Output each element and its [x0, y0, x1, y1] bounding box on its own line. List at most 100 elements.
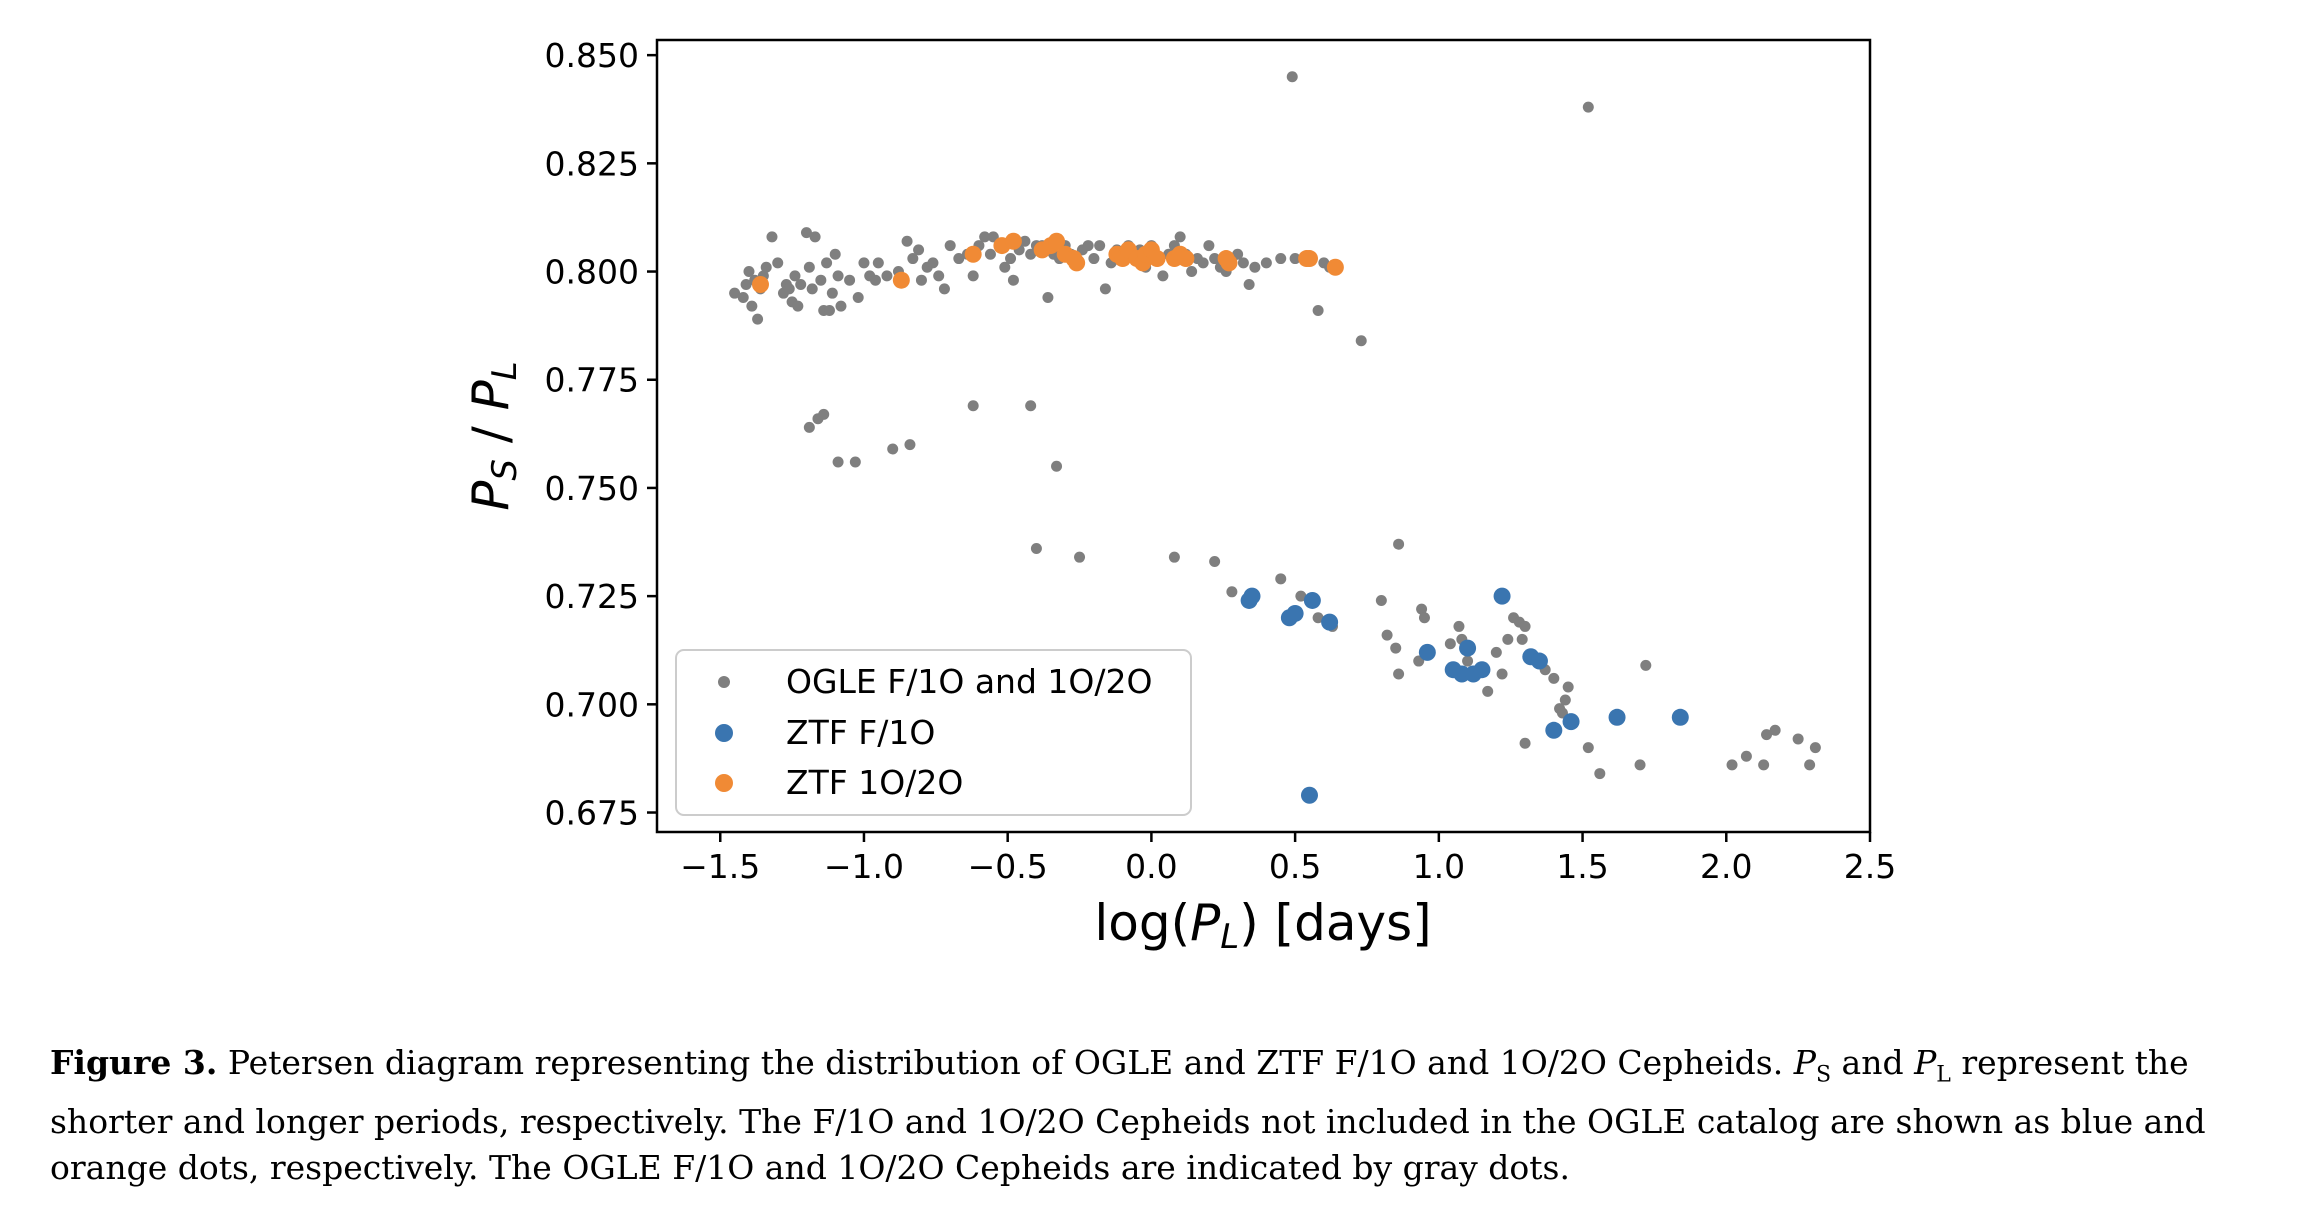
data-point-series-0	[829, 248, 841, 260]
figure-caption: Figure 3. Petersen diagram representing …	[50, 1040, 2290, 1191]
caption-text-2: represent the shorter and longer periods…	[50, 1043, 2206, 1187]
caption-and: and	[1841, 1043, 1904, 1082]
legend: OGLE F/1O and 1O/2O ZTF F/1O ZTF 1O/2O	[675, 649, 1192, 816]
data-point-series-0	[795, 279, 807, 291]
data-point-series-0	[803, 261, 815, 273]
data-point-series-0	[1482, 685, 1494, 697]
data-point-series-0	[818, 408, 830, 420]
data-point-series-0	[979, 231, 991, 243]
data-point-series-0	[1312, 612, 1324, 624]
data-points	[729, 71, 1821, 804]
data-point-series-0	[766, 231, 778, 243]
data-point-series-0	[1286, 71, 1298, 83]
plot-frame	[655, 38, 1872, 834]
data-point-series-0	[1740, 750, 1752, 762]
data-point-series-0	[1082, 240, 1094, 252]
data-point-series-0	[1761, 729, 1773, 741]
data-point-series-0	[740, 279, 752, 291]
data-point-series-0	[1030, 543, 1042, 555]
data-point-series-0	[821, 257, 833, 269]
data-point-series-0	[1548, 672, 1560, 684]
data-point-series-0	[953, 253, 965, 265]
data-point-series-0	[737, 292, 749, 304]
data-point-series-0	[1019, 235, 1031, 247]
caption-pl-subscript: L	[1936, 1062, 1951, 1088]
data-point-series-0	[967, 270, 979, 282]
data-point-series-0	[999, 261, 1011, 273]
data-point-series-2	[1148, 250, 1166, 268]
data-point-series-0	[729, 287, 741, 299]
data-point-series-0	[806, 283, 818, 295]
legend-marker-ztf-1o2o	[715, 774, 733, 792]
y-tick-label: 0.775	[545, 361, 639, 400]
data-point-series-0	[800, 227, 812, 239]
data-point-series-0	[933, 270, 945, 282]
data-point-series-0	[1051, 460, 1063, 472]
data-point-series-0	[913, 244, 925, 256]
x-tick-label: 1.5	[1556, 847, 1608, 886]
scatter-chart: −1.5 −1.0 −0.5 0.0 0.5 1.0 1.5 2.0 2.5 0.675 0.700…	[462, 36, 1896, 957]
data-point-series-1	[1418, 643, 1436, 661]
caption-ps-symbol: P	[1793, 1043, 1816, 1082]
data-point-series-1	[1473, 661, 1491, 679]
data-point-series-0	[881, 270, 893, 282]
data-point-series-0	[1209, 253, 1221, 265]
data-point-series-2	[1068, 254, 1086, 272]
data-point-series-0	[967, 400, 979, 412]
data-point-series-0	[872, 257, 884, 269]
data-point-series-0	[1453, 620, 1465, 632]
data-point-series-0	[832, 270, 844, 282]
y-tick-label: 0.700	[545, 685, 639, 724]
caption-pl-symbol: P	[1914, 1043, 1937, 1082]
data-point-series-0	[844, 274, 856, 286]
data-point-series-1	[1243, 587, 1261, 605]
x-axis-title: log(PL) [days]	[1094, 894, 1431, 957]
data-point-series-0	[852, 292, 864, 304]
data-point-series-0	[1005, 253, 1017, 265]
data-point-series-0	[789, 270, 801, 282]
data-point-series-0	[1260, 257, 1272, 269]
data-point-series-0	[1559, 694, 1571, 706]
data-point-series-1	[1530, 652, 1548, 670]
data-point-series-0	[1249, 261, 1261, 273]
data-point-series-1	[1321, 613, 1339, 631]
data-point-series-0	[869, 274, 881, 286]
data-point-series-2	[1177, 250, 1195, 268]
data-point-series-0	[1157, 270, 1169, 282]
data-point-series-2	[964, 245, 982, 263]
data-point-series-1	[1459, 639, 1477, 657]
data-point-series-0	[743, 266, 755, 278]
data-point-series-0	[772, 257, 784, 269]
data-point-series-0	[984, 248, 996, 260]
data-point-series-0	[1519, 737, 1531, 749]
x-tick-label: 2.0	[1700, 847, 1752, 886]
data-point-series-0	[849, 456, 861, 468]
data-point-series-1	[1286, 604, 1304, 622]
data-point-series-0	[1295, 590, 1307, 602]
data-point-series-0	[1462, 655, 1474, 667]
data-point-series-0	[826, 287, 838, 299]
data-point-series-0	[1168, 551, 1180, 563]
data-point-series-0	[1025, 400, 1037, 412]
data-point-series-0	[760, 261, 772, 273]
data-point-series-0	[803, 421, 815, 433]
y-tick-label: 0.725	[545, 577, 639, 616]
data-point-series-0	[1186, 266, 1198, 278]
data-point-series-0	[1209, 556, 1221, 568]
data-point-series-0	[858, 257, 870, 269]
x-tick-label: −1.5	[680, 847, 760, 886]
caption-ps-subscript: S	[1815, 1062, 1832, 1088]
data-point-series-0	[1809, 742, 1821, 754]
data-point-series-0	[1074, 551, 1086, 563]
data-point-series-0	[887, 443, 899, 455]
legend-marker-ogle	[718, 676, 730, 688]
data-point-series-2	[1004, 232, 1022, 250]
legend-label-ogle: OGLE F/1O and 1O/2O	[786, 662, 1152, 701]
x-tick-label: 1.0	[1413, 847, 1465, 886]
data-point-series-0	[1174, 231, 1186, 243]
data-point-series-0	[1197, 257, 1209, 269]
data-point-series-0	[1393, 668, 1405, 680]
y-tick-label: 0.675	[545, 794, 639, 833]
data-point-series-0	[927, 257, 939, 269]
